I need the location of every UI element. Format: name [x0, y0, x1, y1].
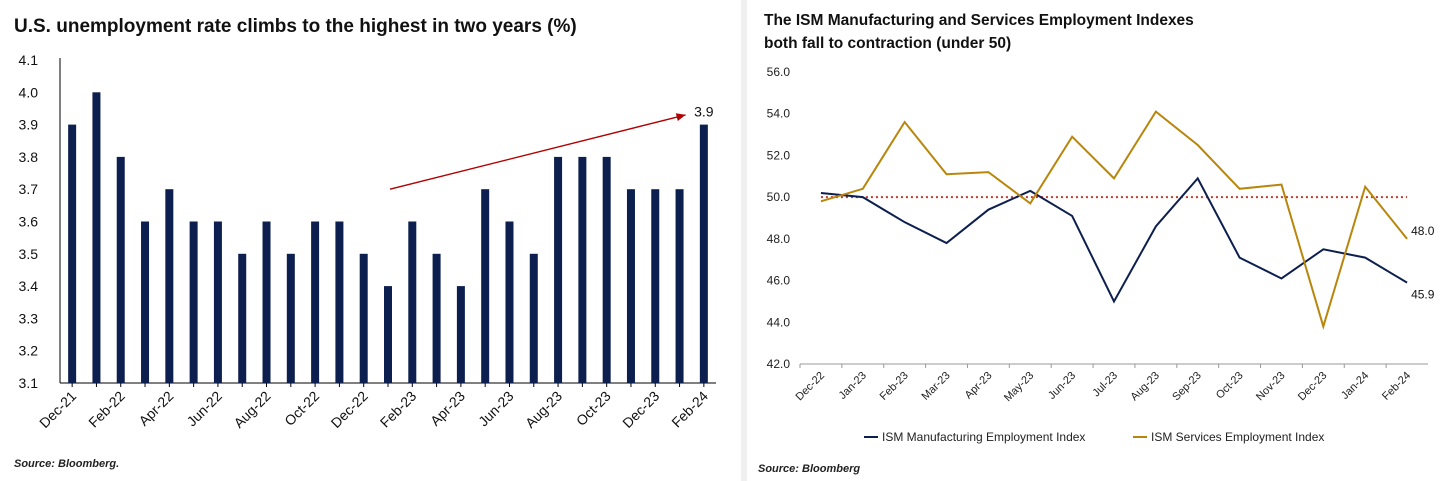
- y-tick-label: 42.0: [767, 357, 791, 371]
- y-tick-label: 4.0: [19, 84, 39, 100]
- x-tick-label: Feb-23: [878, 370, 911, 403]
- x-tick-label: Oct-23: [573, 388, 614, 429]
- y-tick-label: 3.5: [19, 246, 39, 262]
- y-tick-label: 3.7: [19, 181, 39, 197]
- bar: [286, 253, 295, 383]
- bar: [359, 253, 368, 383]
- bar: [213, 221, 222, 383]
- bar: [651, 189, 660, 383]
- x-tick-label: Nov-23: [1254, 370, 1288, 404]
- x-tick-label: May-23: [1002, 370, 1036, 404]
- bar: [675, 189, 684, 383]
- bar: [262, 221, 271, 383]
- x-tick-label: Jan-24: [1339, 370, 1371, 402]
- chart-title: The ISM Manufacturing and Services Emplo…: [764, 9, 1194, 55]
- x-tick-label: Aug-22: [230, 388, 273, 431]
- y-tick-label: 3.6: [19, 214, 39, 230]
- panel-divider: [741, 0, 747, 481]
- bar: [116, 156, 125, 383]
- chart-title: U.S. unemployment rate climbs to the hig…: [14, 16, 577, 37]
- y-tick-label: 3.1: [19, 375, 39, 391]
- y-tick-label: 4.1: [19, 52, 39, 68]
- y-tick-label: 3.4: [19, 278, 39, 294]
- bar: [189, 221, 198, 383]
- chart-source: Source: Bloomberg: [758, 463, 861, 475]
- bar: [384, 286, 392, 383]
- y-tick-label: 46.0: [767, 274, 791, 288]
- bar: [602, 156, 611, 383]
- x-tick-label: Jun-22: [183, 388, 225, 430]
- end-value-label: 48.0: [1411, 224, 1435, 238]
- y-tick-label: 44.0: [767, 315, 791, 329]
- x-tick-label: Jan-23: [837, 370, 869, 402]
- trend-arrow-line: [389, 114, 686, 190]
- y-tick-label: 3.9: [19, 117, 39, 133]
- bar: [311, 221, 320, 383]
- data-label: 3.9: [694, 104, 714, 120]
- x-tick-label: Feb-24: [668, 388, 711, 431]
- y-tick-label: 56.0: [767, 65, 791, 79]
- bar: [456, 286, 465, 383]
- legend-label: ISM Manufacturing Employment Index: [882, 430, 1085, 444]
- bar: [626, 189, 635, 383]
- x-tick-label: Dec-21: [36, 388, 79, 431]
- legend-label: ISM Services Employment Index: [1151, 430, 1324, 444]
- x-tick-label: Dec-23: [1296, 370, 1330, 404]
- bar: [92, 92, 101, 384]
- x-tick-label: Oct-22: [281, 388, 322, 429]
- chart-title-line-1: The ISM Manufacturing and Services Emplo…: [764, 12, 1194, 29]
- x-tick-label: Dec-22: [328, 388, 371, 431]
- ism-chart-panel: The ISM Manufacturing and Services Emplo…: [748, 0, 1456, 481]
- x-tick-label: Apr-22: [135, 388, 176, 429]
- bar: [432, 253, 441, 383]
- manufacturing-series-line: [820, 176, 1408, 304]
- bar: [68, 124, 77, 383]
- bar: [481, 189, 490, 383]
- y-tick-label: 3.2: [19, 343, 39, 359]
- x-tick-label: Apr-23: [427, 388, 468, 429]
- bar: [408, 221, 417, 383]
- bar: [238, 253, 247, 383]
- y-tick-label: 48.0: [767, 232, 791, 246]
- chart-title-line-2: both fall to contraction (under 50): [764, 35, 1012, 52]
- x-tick-label: Jun-23: [475, 388, 517, 430]
- x-tick-label: Aug-23: [522, 388, 565, 431]
- chart-source: Source: Bloomberg.: [14, 458, 120, 470]
- y-tick-label: 3.3: [19, 310, 39, 326]
- trend-arrow-head: [675, 113, 686, 121]
- bar: [505, 221, 514, 383]
- bar: [578, 156, 587, 383]
- bar: [141, 221, 150, 383]
- x-tick-label: Mar-23: [920, 370, 953, 403]
- end-value-label: 45.9: [1411, 288, 1435, 302]
- y-tick-label: 52.0: [767, 148, 791, 162]
- bar: [554, 156, 563, 383]
- x-tick-label: Jul-23: [1090, 370, 1120, 400]
- x-tick-label: Apr-23: [963, 370, 995, 402]
- x-tick-label: Jun-23: [1046, 370, 1078, 402]
- y-tick-label: 3.8: [19, 149, 39, 165]
- x-tick-label: Feb-24: [1380, 370, 1413, 403]
- bar: [529, 253, 538, 383]
- x-tick-label: Sep-23: [1170, 370, 1204, 404]
- x-tick-label: Feb-23: [377, 388, 420, 431]
- y-tick-label: 50.0: [767, 190, 791, 204]
- x-tick-label: Aug-23: [1128, 370, 1162, 404]
- x-tick-label: Dec-22: [793, 370, 827, 404]
- x-tick-label: Feb-22: [85, 388, 128, 431]
- services-series-line: [820, 110, 1408, 330]
- bar: [165, 189, 174, 383]
- unemployment-chart-panel: U.S. unemployment rate climbs to the hig…: [14, 16, 716, 470]
- bar: [699, 124, 708, 383]
- x-tick-label: Oct-23: [1214, 370, 1246, 402]
- x-tick-label: Dec-23: [619, 388, 662, 431]
- bar: [335, 221, 344, 383]
- y-tick-label: 54.0: [767, 107, 791, 121]
